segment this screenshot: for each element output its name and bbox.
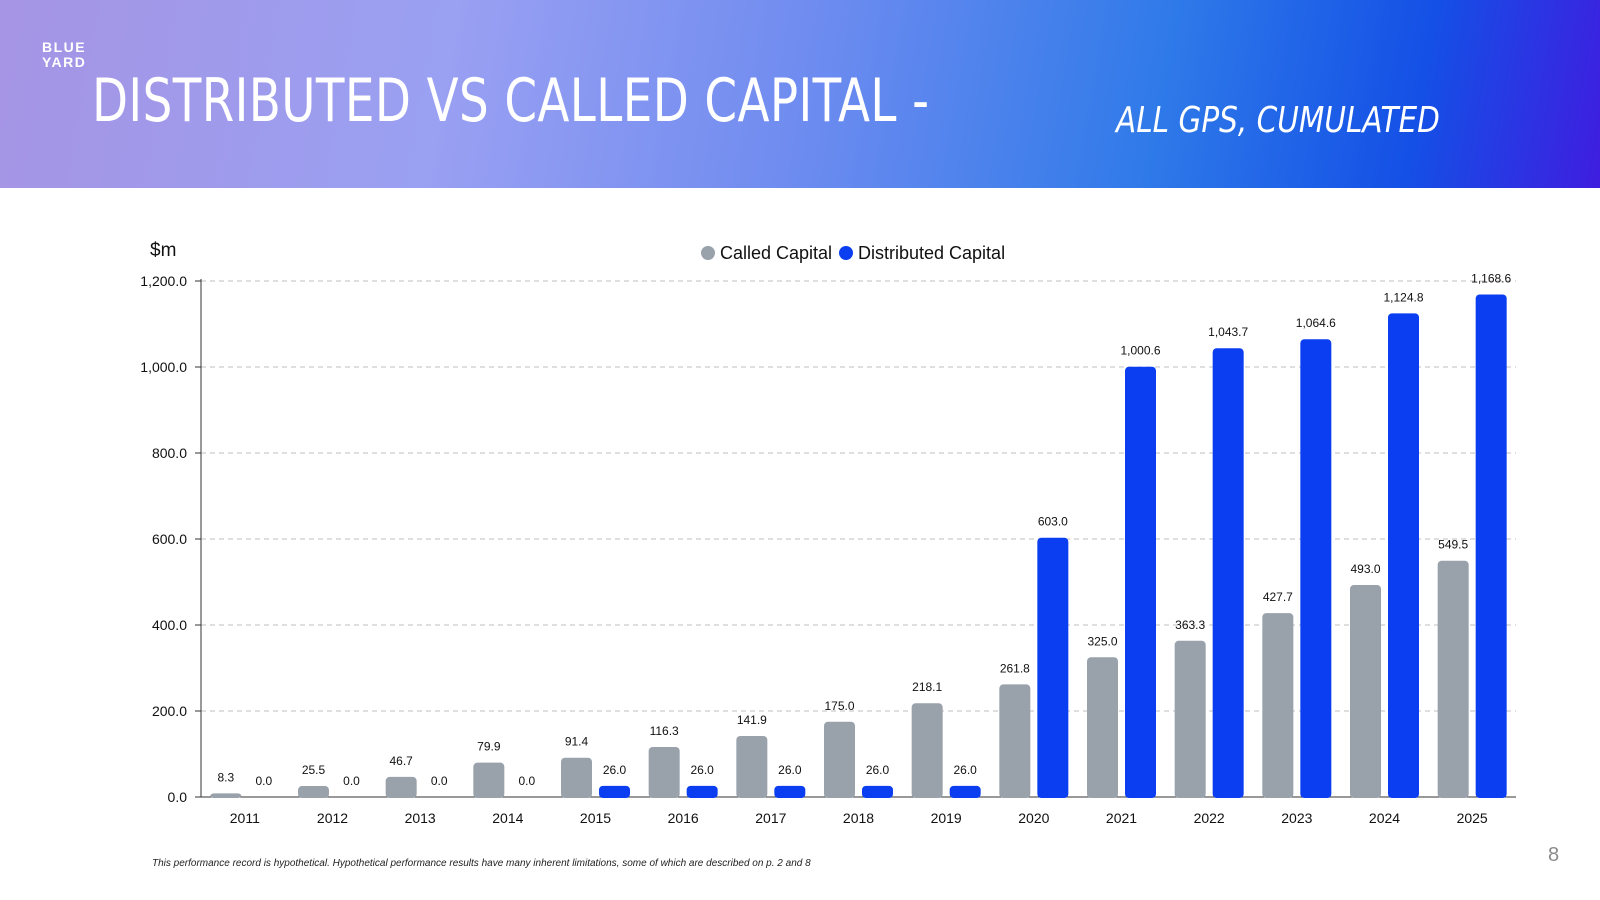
bar-distributed-capital — [1125, 366, 1156, 798]
x-tick-label: 2023 — [1281, 810, 1312, 826]
header-banner: BLUE YARD DISTRIBUTED VS CALLED CAPITAL … — [0, 0, 1600, 188]
legend-marker-distributed — [839, 246, 853, 260]
data-label-called: 116.3 — [650, 724, 679, 738]
data-label-distributed: 26.0 — [866, 763, 890, 777]
x-tick-label: 2021 — [1106, 810, 1137, 826]
bar-distributed-capital — [949, 785, 981, 798]
bar-called-capital — [210, 793, 242, 798]
bar-distributed-capital — [774, 785, 806, 798]
data-label-distributed: 26.0 — [690, 763, 714, 777]
y-tick-label: 800.0 — [152, 445, 187, 461]
bar-distributed-capital — [686, 785, 718, 798]
bar-called-capital — [824, 721, 855, 798]
x-tick-label: 2025 — [1457, 810, 1488, 826]
data-label-distributed: 26.0 — [778, 763, 802, 777]
x-tick-label: 2018 — [843, 810, 874, 826]
axes: 0.0 200.0 400.0 600.0 800.0 1,000.0 1,200.0 $m 2… — [140, 240, 1516, 826]
bar-called-capital — [1350, 585, 1381, 798]
bar-distributed-capital — [1475, 294, 1507, 798]
bar-called-capital — [736, 735, 768, 798]
x-tick-label: 2022 — [1194, 810, 1225, 826]
x-tick-label: 2024 — [1369, 810, 1400, 826]
footnote: This performance record is hypothetical.… — [152, 858, 811, 869]
data-label-distributed: 0.0 — [255, 774, 272, 788]
bars — [210, 294, 1507, 798]
data-label-distributed: 1,124.8 — [1383, 290, 1423, 304]
page-title: DISTRIBUTED VS CALLED CAPITAL - — [92, 66, 1166, 136]
x-tick-label: 2013 — [405, 810, 436, 826]
y-tick-label: 400.0 — [152, 617, 187, 633]
data-label-called: 493.0 — [1350, 562, 1380, 576]
x-tick-label: 2014 — [492, 810, 523, 826]
legend: Called Capital Distributed Capital — [701, 243, 1005, 263]
bar-called-capital — [648, 746, 680, 798]
data-label-called: 91.4 — [565, 735, 589, 749]
page-number: 8 — [1548, 844, 1560, 866]
bar-called-capital — [473, 762, 505, 798]
y-tick-label: 1,000.0 — [140, 359, 187, 375]
data-label-distributed: 26.0 — [953, 763, 977, 777]
data-label-called: 25.5 — [302, 763, 326, 777]
data-label-distributed: 1,168.6 — [1471, 272, 1511, 286]
data-label-called: 363.3 — [1175, 618, 1205, 632]
x-tick-label: 2017 — [755, 810, 786, 826]
legend-label-distributed: Distributed Capital — [858, 243, 1005, 263]
page-subtitle-text: ALL GPS, CUMULATED — [1116, 100, 1440, 141]
bar-distributed-capital — [1300, 339, 1332, 798]
x-tick-label: 2012 — [317, 810, 348, 826]
data-label-called: 218.1 — [912, 680, 942, 694]
bar-called-capital — [911, 703, 943, 798]
data-label-called: 325.0 — [1087, 634, 1117, 648]
data-label-called: 549.5 — [1438, 538, 1468, 552]
data-label-distributed: 0.0 — [518, 774, 535, 788]
y-unit-label: $m — [150, 240, 176, 261]
logo-line-2: YARD — [42, 54, 87, 70]
legend-label-called: Called Capital — [720, 243, 832, 263]
bar-distributed-capital — [862, 785, 893, 798]
capital-bar-chart: 0.0 200.0 400.0 600.0 800.0 1,000.0 1,200.0 $m 2… — [140, 240, 1516, 826]
bar-distributed-capital — [1212, 348, 1244, 798]
bar-called-capital — [561, 757, 592, 798]
x-tick-label: 2015 — [580, 810, 611, 826]
bar-called-capital — [1262, 613, 1294, 798]
gridlines — [201, 280, 1516, 712]
bar-distributed-capital — [1388, 313, 1419, 798]
bar-called-capital — [1087, 657, 1118, 798]
legend-marker-called — [701, 246, 715, 260]
data-label-called: 46.7 — [389, 754, 413, 768]
data-labels: 8.3 0.0 25.5 0.0 46.7 0.0 79.9 0.0 91.4 26.0 116.3… — [217, 272, 1511, 788]
page-subtitle: ALL GPS, CUMULATED — [1116, 100, 1511, 141]
data-label-distributed: 0.0 — [343, 774, 360, 788]
data-label-called: 8.3 — [217, 770, 234, 784]
y-tick-label: 200.0 — [152, 703, 187, 719]
bar-distributed-capital — [1037, 537, 1069, 798]
blueyard-logo: BLUE YARD — [42, 40, 86, 70]
data-label-called: 175.0 — [824, 699, 854, 713]
y-tick-label: 600.0 — [152, 531, 187, 547]
x-tick-label: 2016 — [668, 810, 699, 826]
page-title-text: DISTRIBUTED VS CALLED CAPITAL - — [92, 66, 930, 136]
data-label-distributed: 1,043.7 — [1208, 325, 1248, 339]
data-label-called: 427.7 — [1263, 590, 1293, 604]
data-label-called: 261.8 — [1000, 661, 1030, 675]
data-label-distributed: 26.0 — [603, 763, 627, 777]
data-label-called: 79.9 — [477, 740, 501, 754]
bar-called-capital — [298, 786, 329, 798]
data-label-distributed: 0.0 — [431, 774, 448, 788]
data-label-called: 141.9 — [737, 713, 767, 727]
bar-called-capital — [385, 776, 417, 798]
bar-called-capital — [1437, 560, 1469, 798]
x-tick-label: 2020 — [1018, 810, 1049, 826]
bar-called-capital — [1174, 640, 1206, 798]
data-label-distributed: 603.0 — [1038, 515, 1068, 529]
bar-distributed-capital — [599, 785, 630, 798]
y-tick-label: 0.0 — [168, 789, 188, 805]
logo-line-1: BLUE — [42, 39, 87, 55]
x-tick-label: 2019 — [931, 810, 962, 826]
y-tick-label: 1,200.0 — [140, 273, 187, 289]
data-label-distributed: 1,064.6 — [1296, 316, 1336, 330]
x-tick-label: 2011 — [230, 810, 260, 826]
data-label-distributed: 1,000.6 — [1120, 344, 1160, 358]
bar-called-capital — [999, 684, 1031, 798]
